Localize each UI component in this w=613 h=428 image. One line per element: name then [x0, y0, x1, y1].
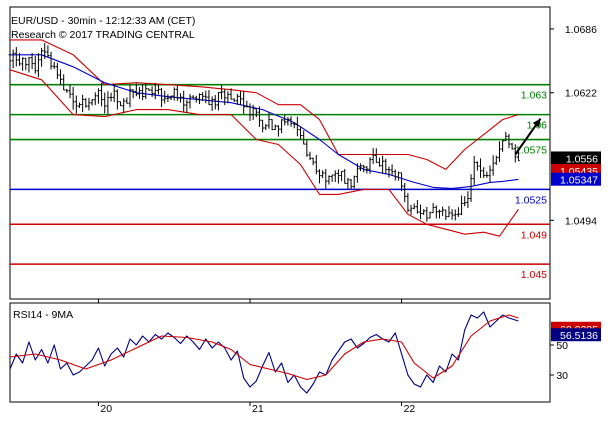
rsi-panel-border	[9, 302, 551, 403]
level-label: 1.049	[521, 229, 547, 241]
price-tag-box	[551, 172, 601, 186]
y-tick-label: 1.0494	[565, 215, 597, 227]
bollinger-bands	[9, 39, 519, 237]
price-tag-value: 1.0556	[566, 153, 598, 165]
x-tick-label: 22	[404, 403, 416, 415]
axes: 1.0494 1.0622 1.0686 30 50 20 21 22	[97, 24, 597, 415]
price-panel-border	[9, 6, 551, 300]
level-label: 1.0575	[515, 145, 547, 157]
level-label: 1.045	[521, 269, 547, 281]
chart-copyright: Research © 2017 TRADING CENTRAL	[11, 29, 195, 41]
rsi-series-9ma	[9, 314, 519, 381]
price-tag-box	[551, 328, 601, 342]
x-tick-label: 20	[100, 403, 112, 415]
rsi-panel	[9, 311, 519, 394]
rsi-tick-label: 30	[556, 370, 568, 382]
candlestick-series	[8, 42, 520, 222]
price-tag-value: 56.5136	[560, 330, 598, 342]
rsi-series-rsi14	[9, 311, 519, 394]
bollinger-upper	[10, 39, 519, 170]
rsi-tick-label: 50	[556, 340, 568, 352]
rsi-title: RSI14 - 9MA	[13, 309, 73, 321]
level-label: 1.063	[521, 90, 547, 102]
y-tick-label: 1.0622	[565, 88, 597, 100]
price-tag-value: 1.05347	[560, 175, 598, 187]
bollinger-lower	[9, 69, 519, 237]
chart-title: EUR/USD - 30min - 12:12:33 AM (CET)	[11, 15, 195, 27]
price-tag-box	[551, 151, 601, 165]
chart-frame	[9, 6, 551, 403]
forecast-arrow	[514, 118, 542, 156]
moving-average	[10, 54, 519, 189]
forecast-arrow-head	[532, 118, 541, 128]
y-tick-label: 1.0686	[565, 24, 597, 36]
level-label: 1.0525	[515, 194, 547, 206]
x-tick-label: 21	[252, 403, 264, 415]
